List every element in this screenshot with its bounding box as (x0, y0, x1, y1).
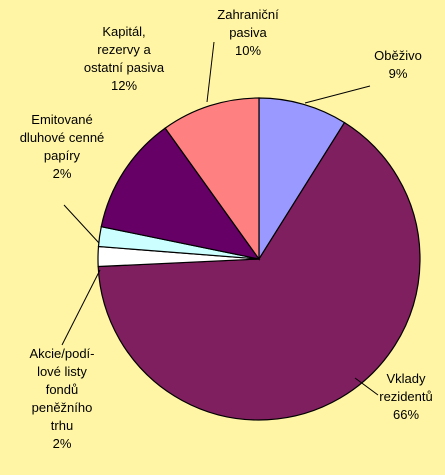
slice-label: Emitované dluhové cenné papíry (20, 112, 105, 163)
slice-label: Zahraniční pasiva (217, 7, 279, 40)
leader-line (304, 85, 371, 104)
leader-line (354, 377, 379, 396)
leader-line (206, 41, 215, 103)
pie-slice (258, 97, 346, 262)
value-label: 66% (393, 407, 419, 422)
value-label: 2% (53, 436, 72, 451)
value-label: 2% (53, 166, 72, 181)
value-label: 10% (235, 43, 261, 58)
value-label: 12% (111, 78, 137, 93)
pie-slice (164, 97, 260, 261)
value-label: 9% (389, 66, 408, 81)
slice-label: Oběživo (374, 48, 422, 63)
leader-line (63, 204, 100, 244)
slice-label: Kapitál, rezervy a ostatní pasiva (84, 24, 165, 75)
pie-slice (97, 121, 421, 421)
leader-line (61, 269, 101, 346)
slice-label: Akcie/podí-lové listy fondů peněžního trhu (29, 346, 94, 433)
slice-label: Vklady rezidentů (379, 371, 432, 404)
pie-slice (100, 127, 261, 260)
